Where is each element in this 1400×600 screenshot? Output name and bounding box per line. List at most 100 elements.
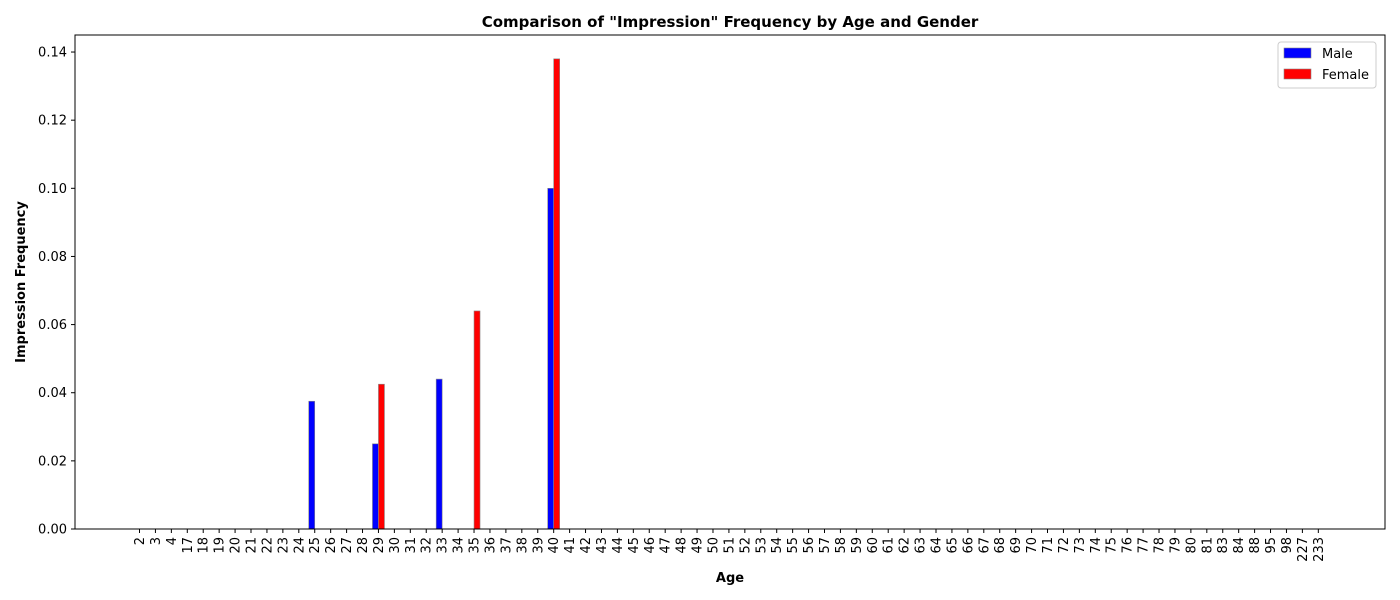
x-tick-label: 84 (1232, 537, 1247, 554)
x-tick-label: 24 (292, 537, 307, 554)
x-tick-label: 59 (850, 537, 865, 554)
x-tick-label: 66 (961, 537, 976, 554)
x-tick-label: 23 (276, 537, 291, 554)
plot-frame (74, 34, 1386, 530)
x-tick-label: 37 (499, 537, 514, 554)
x-tick-label: 95 (1264, 537, 1279, 554)
x-tick-label: 47 (659, 537, 674, 554)
x-tick-label: 58 (834, 537, 849, 554)
y-tick-label: 0.02 (38, 454, 67, 469)
y-axis-label: Impression Frequency (14, 201, 29, 363)
x-tick-label: 36 (483, 537, 498, 554)
x-tick-label: 27 (340, 537, 355, 554)
plot-area: 0.000.020.040.060.080.100.120.142 3 4 17 18 1… (38, 34, 1386, 562)
x-tick-label: 21 (245, 537, 260, 554)
x-axis: 2 3 4 17 18 19 20 21 22 23 24 25 26 27 28 29 30 31 32 33 34 3… (133, 529, 1327, 562)
x-tick-label: 50 (706, 537, 721, 554)
x-tick-label: 69 (1009, 537, 1024, 554)
x-tick-label: 26 (324, 537, 339, 554)
bar-male-40 (547, 188, 554, 530)
x-axis-label: Age (716, 571, 744, 586)
series-female (378, 58, 560, 530)
y-tick-label: 0.06 (38, 318, 67, 333)
x-tick-label: 75 (1105, 537, 1120, 554)
x-tick-label: 30 (388, 537, 403, 554)
x-tick-label: 80 (1184, 537, 1199, 554)
x-tick-label: 19 (213, 537, 228, 554)
bar-male-29 (372, 443, 379, 530)
chart-title: Comparison of "Impression" Frequency by … (482, 13, 979, 31)
x-tick-label: 227 (1296, 537, 1311, 562)
x-tick-label: 62 (898, 537, 913, 554)
x-tick-label: 57 (818, 537, 833, 554)
legend-label-male: Male (1322, 47, 1353, 62)
x-tick-label: 65 (945, 537, 960, 554)
x-tick-label: 42 (579, 537, 594, 554)
bar-female-29 (378, 383, 385, 530)
x-tick-label: 40 (547, 537, 562, 554)
series-male (308, 188, 554, 530)
bar-female-40 (553, 58, 560, 530)
x-tick-label: 46 (643, 537, 658, 554)
x-tick-label: 72 (1057, 537, 1072, 554)
x-tick-label: 52 (738, 537, 753, 554)
x-tick-label: 38 (515, 537, 530, 554)
x-tick-label: 17 (181, 537, 196, 554)
legend-label-female: Female (1322, 68, 1369, 83)
x-tick-label: 53 (754, 537, 769, 554)
x-tick-label: 20 (229, 537, 244, 554)
legend-swatch-female (1283, 68, 1312, 80)
y-tick-label: 0.12 (38, 114, 67, 129)
x-tick-label: 233 (1312, 537, 1327, 562)
x-tick-label: 3 (149, 537, 164, 545)
x-tick-label: 2 (133, 537, 148, 545)
y-tick-label: 0.00 (38, 523, 67, 538)
x-tick-label: 49 (691, 537, 706, 554)
x-tick-label: 4 (165, 537, 180, 545)
x-tick-label: 76 (1121, 537, 1136, 554)
x-tick-label: 31 (404, 537, 419, 554)
x-tick-label: 39 (531, 537, 546, 554)
y-tick-label: 0.14 (38, 46, 67, 61)
y-tick-label: 0.08 (38, 250, 67, 265)
x-tick-label: 28 (356, 537, 371, 554)
x-tick-label: 71 (1041, 537, 1056, 554)
x-tick-label: 35 (468, 537, 483, 554)
x-tick-label: 73 (1073, 537, 1088, 554)
x-tick-label: 64 (930, 537, 945, 554)
x-tick-label: 54 (770, 537, 785, 554)
x-tick-label: 88 (1248, 537, 1263, 554)
x-tick-label: 55 (786, 537, 801, 554)
x-tick-label: 51 (722, 537, 737, 554)
x-tick-label: 61 (882, 537, 897, 554)
legend: Male Female (1277, 41, 1377, 89)
x-tick-label: 22 (260, 537, 275, 554)
x-tick-label: 67 (977, 537, 992, 554)
x-tick-label: 44 (611, 537, 626, 554)
x-tick-label: 63 (914, 537, 929, 554)
x-tick-label: 78 (1153, 537, 1168, 554)
x-tick-label: 56 (802, 537, 817, 554)
x-tick-label: 79 (1168, 537, 1183, 554)
legend-swatch-male (1283, 47, 1312, 59)
x-tick-label: 81 (1200, 537, 1215, 554)
y-tick-label: 0.04 (38, 386, 67, 401)
x-tick-label: 45 (627, 537, 642, 554)
y-axis: 0.00 0.02 0.04 0.06 0.08 0.10 0.12 0.14 (38, 46, 75, 538)
bar-female-35 (473, 310, 481, 530)
bar-male-33 (435, 378, 443, 530)
y-tick-label: 0.10 (38, 182, 67, 197)
bar-male-25 (308, 400, 316, 530)
x-tick-label: 43 (595, 537, 610, 554)
x-tick-label: 41 (563, 537, 578, 554)
x-tick-label: 70 (1025, 537, 1040, 554)
x-tick-label: 74 (1089, 537, 1104, 554)
x-tick-label: 18 (197, 537, 212, 554)
x-tick-label: 29 (372, 537, 387, 554)
x-tick-label: 98 (1280, 537, 1295, 554)
x-tick-label: 25 (308, 537, 323, 554)
x-tick-label: 60 (866, 537, 881, 554)
x-tick-label: 34 (452, 537, 467, 554)
x-tick-label: 68 (993, 537, 1008, 554)
